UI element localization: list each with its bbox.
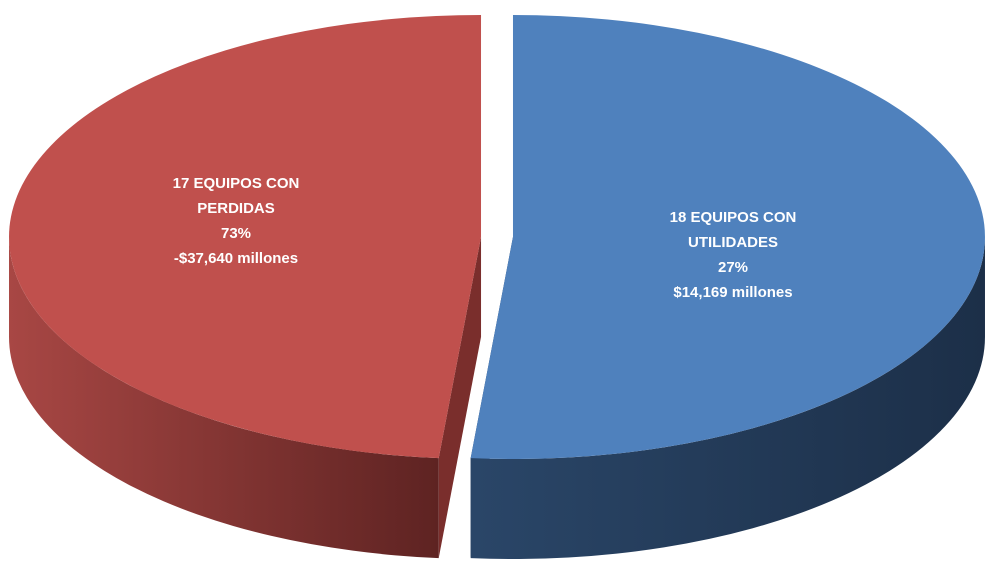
amount-label: $14,169 millones [673,284,792,301]
label-line: 18 EQUIPOS CON [670,209,797,226]
slice [9,15,482,559]
slice-cut-face [438,237,482,559]
pie [9,15,985,560]
slice-top [470,15,985,459]
slice [470,15,985,560]
slice-side [9,237,439,559]
percentage-label: 27% [718,259,748,276]
slice-label: 18 EQUIPOS CON UTILIDADES [670,209,797,251]
label-line: UTILIDADES [688,234,778,251]
label-line: PERDIDAS [197,200,275,217]
slice-top [9,15,482,459]
percentage-label: 73% [221,225,251,242]
labels: 17 EQUIPOS CON PERDIDAS 73% -$37,640 millon… [173,175,797,301]
label-line: 17 EQUIPOS CON [173,175,300,192]
slice-side [470,237,985,560]
slice-label: 17 EQUIPOS CON PERDIDAS [173,175,300,217]
amount-label: -$37,640 millones [174,250,298,267]
